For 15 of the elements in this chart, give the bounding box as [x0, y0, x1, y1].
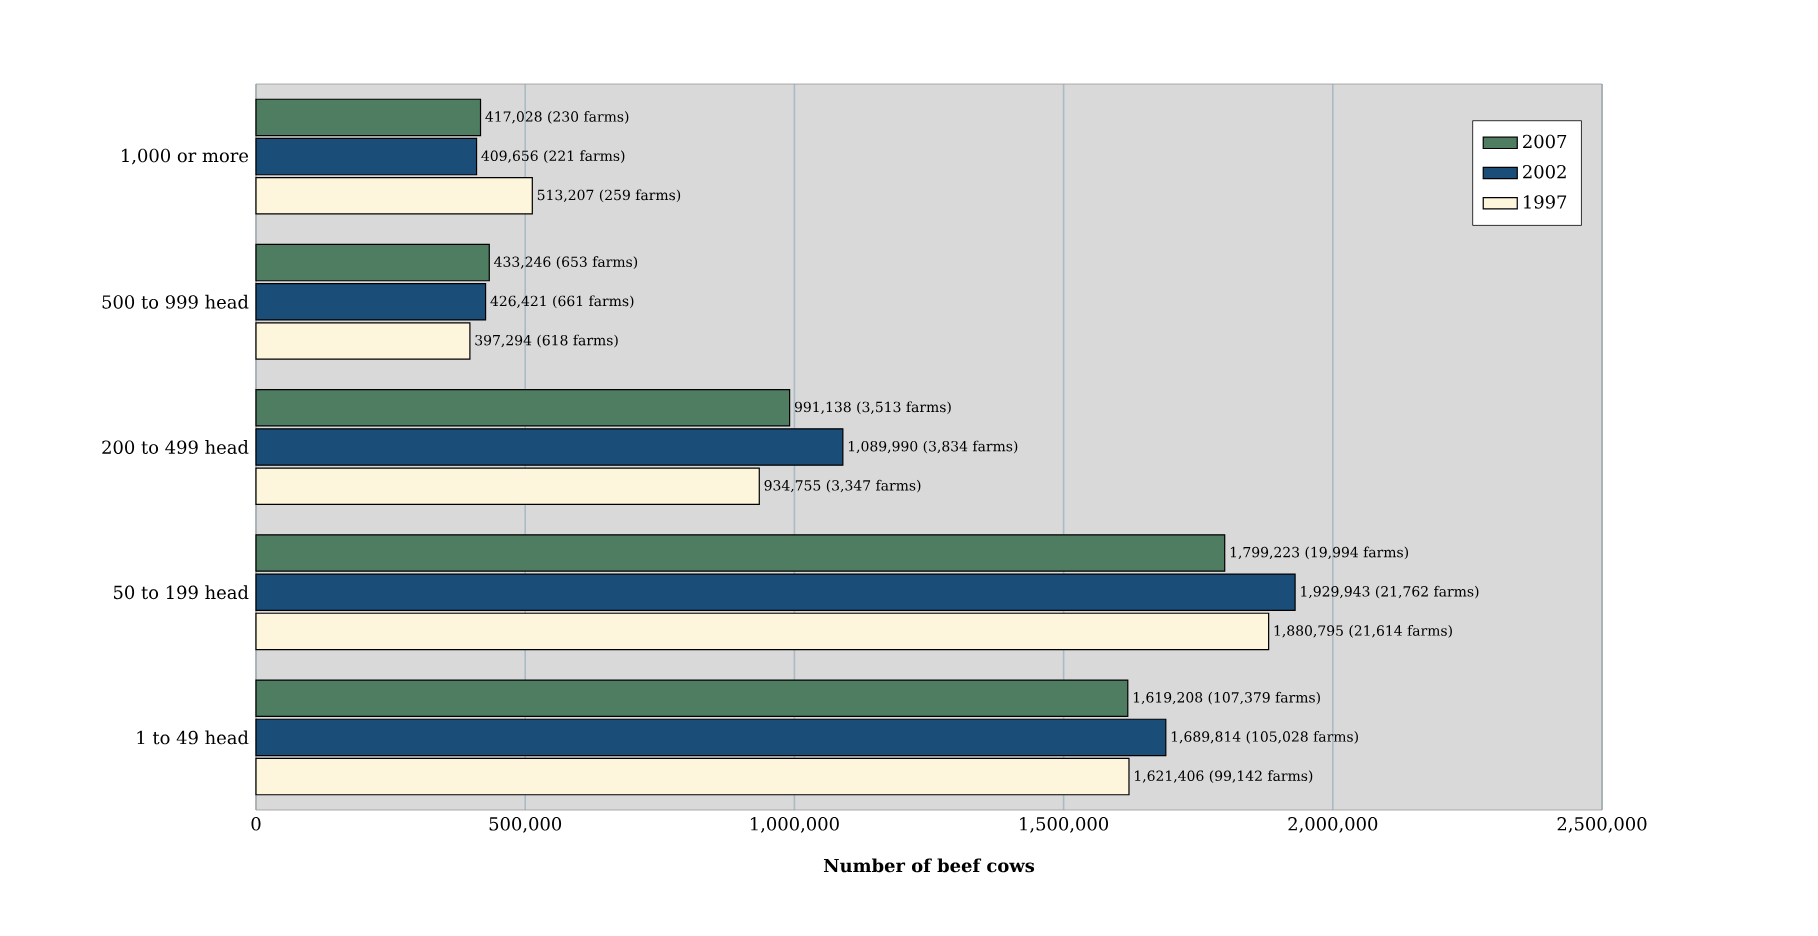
y-tick-label: 1,000 or more: [122, 148, 249, 165]
y-tick-label: 1 to 49 head: [137, 730, 249, 745]
legend-label: 2007: [1523, 134, 1567, 149]
x-tick-label: 2,000,000: [1288, 817, 1378, 833]
x-tick-label: 2,500,000: [1557, 817, 1647, 833]
x-tick-label: 0: [251, 817, 261, 831]
y-tick-label: 50 to 199 head: [114, 585, 249, 600]
legend-label: 2002: [1523, 164, 1566, 179]
x-tick-label: 500,000: [489, 817, 562, 833]
x-tick-label: 1,500,000: [1020, 817, 1109, 833]
legend-label: 1997: [1524, 195, 1567, 209]
x-tick-label: 1,000,000: [750, 817, 839, 833]
x-axis-title: Number of beef cows: [823, 858, 1035, 873]
y-tick-label: 200 to 499 head: [102, 440, 249, 454]
y-tick-label: 500 to 999 head: [102, 294, 249, 309]
